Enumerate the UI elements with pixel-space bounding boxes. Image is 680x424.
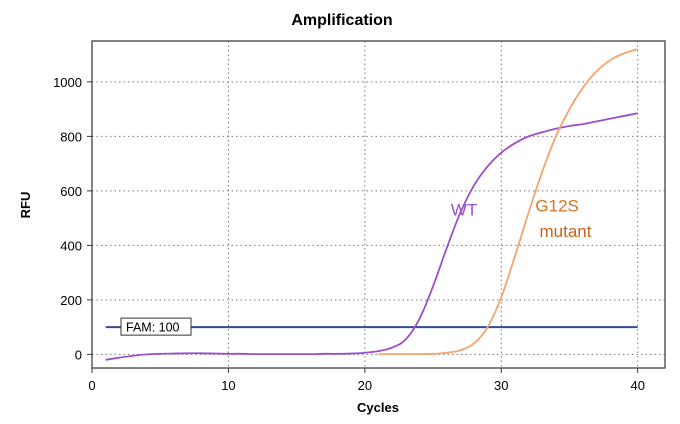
series-annotation-2: mutant [539,222,591,241]
chart-title: Amplification [291,12,392,29]
threshold-label: FAM: 100 [126,321,180,335]
x-axis-label: Cycles [357,400,399,415]
x-tick-label: 40 [630,378,644,393]
grid-lines [92,41,665,368]
threshold-group: FAM: 100 [105,317,638,336]
threshold-label-box [120,317,192,336]
series-line-g12s-mutant [378,48,638,356]
y-tick-label: 600 [60,184,82,199]
y-tick-label: 1000 [53,75,82,90]
y-tick-label: 200 [60,293,82,308]
plot-frame [91,40,666,369]
y-tick-label: 0 [75,347,82,362]
y-axis-label: RFU [18,192,33,219]
series-line-wt [105,112,638,361]
series-lines [105,48,638,361]
y-tick-label: 400 [60,238,82,253]
x-tick-label: 30 [494,378,508,393]
x-tick-label: 0 [88,378,95,393]
series-annotation-1: G12S [535,196,578,215]
x-tick-label: 10 [221,378,235,393]
x-tick-label: 20 [358,378,372,393]
series-annotation-0: WT [451,200,477,219]
y-tick-label: 800 [60,129,82,144]
series-annotations: WT G12S mutant [451,196,592,241]
